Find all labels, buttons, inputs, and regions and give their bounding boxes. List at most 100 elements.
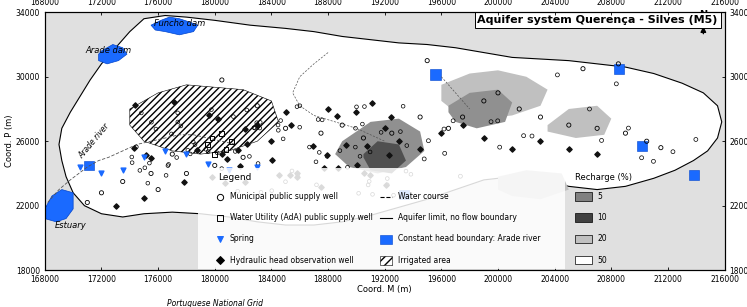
Point bbox=[394, 129, 406, 134]
Point bbox=[591, 152, 603, 157]
Point bbox=[272, 122, 284, 127]
Point bbox=[447, 118, 459, 123]
FancyBboxPatch shape bbox=[198, 168, 565, 269]
Point bbox=[667, 149, 679, 154]
Point bbox=[307, 144, 319, 149]
Text: Aquifer limit, no flow boundary: Aquifer limit, no flow boundary bbox=[398, 213, 517, 222]
Point bbox=[254, 120, 266, 125]
X-axis label: Coord. M (m): Coord. M (m) bbox=[357, 286, 412, 294]
Point bbox=[277, 136, 289, 141]
Point bbox=[331, 113, 343, 118]
Point bbox=[248, 125, 260, 130]
Point bbox=[223, 168, 235, 173]
Point bbox=[232, 189, 244, 194]
Point bbox=[135, 111, 147, 115]
Text: Water course: Water course bbox=[398, 192, 449, 201]
Point bbox=[350, 104, 362, 109]
Point bbox=[273, 128, 285, 133]
Point bbox=[96, 171, 108, 176]
Point bbox=[110, 203, 122, 208]
Point bbox=[316, 118, 328, 122]
Bar bbox=[614, 64, 624, 74]
Point bbox=[219, 180, 231, 185]
Point bbox=[383, 152, 395, 157]
Point bbox=[313, 150, 325, 155]
Point bbox=[249, 126, 261, 130]
Point bbox=[551, 72, 563, 77]
Bar bbox=[84, 161, 94, 170]
Point bbox=[117, 168, 128, 173]
Point bbox=[275, 118, 287, 123]
Point bbox=[239, 179, 251, 184]
Point bbox=[364, 150, 376, 154]
Point bbox=[235, 164, 247, 169]
Point bbox=[358, 171, 370, 176]
Point bbox=[414, 147, 426, 152]
Point bbox=[622, 126, 634, 130]
Polygon shape bbox=[364, 141, 406, 173]
Point bbox=[255, 190, 267, 195]
Point bbox=[202, 142, 214, 147]
Point bbox=[385, 114, 397, 119]
Point bbox=[265, 139, 277, 144]
Point bbox=[405, 172, 417, 177]
Point bbox=[454, 174, 466, 179]
Point bbox=[181, 152, 193, 157]
Point bbox=[241, 107, 252, 112]
Point bbox=[251, 120, 263, 125]
Point bbox=[143, 161, 155, 165]
Point bbox=[291, 104, 303, 109]
Polygon shape bbox=[45, 190, 73, 222]
Point bbox=[286, 169, 298, 173]
Point bbox=[577, 66, 589, 71]
Point bbox=[478, 99, 490, 103]
Polygon shape bbox=[498, 170, 568, 199]
Point bbox=[139, 165, 151, 170]
Text: 5: 5 bbox=[598, 192, 602, 201]
Point bbox=[648, 159, 660, 164]
Point bbox=[209, 163, 221, 168]
Point bbox=[166, 131, 178, 136]
Point bbox=[126, 160, 138, 165]
Point bbox=[690, 137, 702, 142]
Text: Arade river: Arade river bbox=[77, 122, 111, 161]
Point bbox=[393, 139, 405, 144]
Polygon shape bbox=[130, 85, 279, 154]
Point bbox=[125, 154, 137, 159]
Point bbox=[421, 58, 433, 63]
Point bbox=[456, 115, 468, 119]
Text: 10: 10 bbox=[598, 213, 607, 222]
Point bbox=[181, 171, 193, 176]
Point bbox=[252, 161, 264, 166]
Point bbox=[336, 122, 348, 128]
Point bbox=[401, 143, 413, 148]
Point bbox=[237, 155, 249, 160]
Point bbox=[178, 180, 190, 185]
Point bbox=[251, 103, 263, 108]
Point bbox=[562, 147, 574, 152]
Point bbox=[350, 126, 362, 131]
Point bbox=[397, 104, 409, 109]
Point bbox=[150, 126, 162, 131]
Point bbox=[159, 148, 171, 153]
Point bbox=[321, 154, 333, 159]
Point bbox=[418, 157, 430, 161]
Point bbox=[478, 136, 490, 141]
Point bbox=[334, 148, 346, 153]
Text: Recharge (%): Recharge (%) bbox=[575, 173, 632, 182]
Point bbox=[535, 115, 547, 119]
Point bbox=[284, 173, 296, 178]
Point bbox=[332, 166, 344, 171]
Point bbox=[175, 123, 187, 128]
Point bbox=[492, 119, 503, 123]
Text: Funcho dam: Funcho dam bbox=[154, 19, 205, 28]
Point bbox=[655, 145, 667, 150]
Point bbox=[128, 146, 140, 150]
Point bbox=[414, 115, 426, 119]
Point bbox=[200, 147, 212, 152]
Point bbox=[595, 138, 607, 143]
Point bbox=[340, 143, 352, 148]
Y-axis label: Coord. P (m): Coord. P (m) bbox=[5, 115, 14, 168]
Point bbox=[216, 131, 228, 136]
Point bbox=[163, 162, 175, 167]
